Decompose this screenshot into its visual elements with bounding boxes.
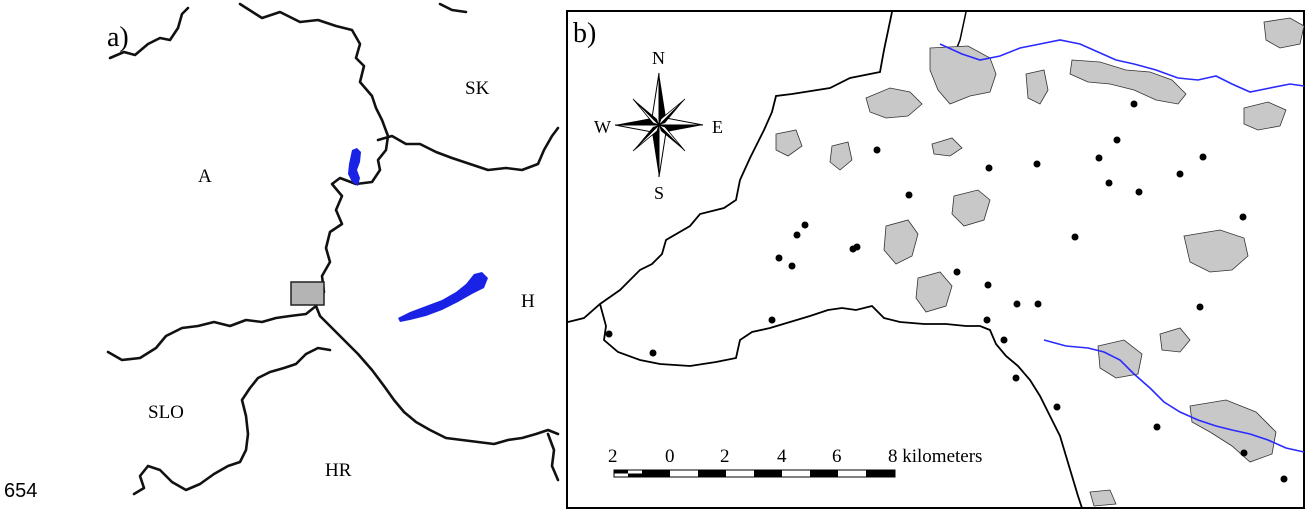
panel-a-label: a) — [107, 22, 129, 53]
river-south — [1043, 339, 1305, 453]
compass-label-w: W — [594, 117, 611, 137]
settlement — [931, 137, 963, 157]
sample-point — [1240, 449, 1248, 457]
sample-point — [1239, 213, 1247, 221]
panel-a-map: a) SK A H SLO HR — [106, 2, 560, 496]
sample-point — [873, 146, 881, 154]
country-label-a: A — [198, 166, 212, 187]
rivers — [939, 39, 1305, 453]
border-top-ridge — [238, 2, 560, 446]
sampling-points — [605, 100, 1288, 483]
lake-balaton — [398, 272, 488, 322]
settlement — [829, 141, 853, 171]
sample-point — [1033, 160, 1041, 168]
country-label-sk: SK — [465, 78, 490, 99]
scale-bar — [613, 469, 896, 478]
settlement — [1097, 339, 1143, 379]
country-label-slo: SLO — [148, 402, 184, 423]
study-area-inset — [290, 281, 325, 306]
sample-point — [905, 191, 913, 199]
sample-point — [801, 221, 809, 229]
settlement — [1159, 327, 1191, 353]
border-h-north-top — [438, 2, 468, 14]
compass-label-s: S — [654, 183, 664, 203]
border-hr-east — [546, 432, 560, 482]
sample-point — [1153, 423, 1161, 431]
sample-point — [1135, 188, 1143, 196]
settlement — [951, 189, 991, 227]
sample-point — [1130, 100, 1138, 108]
settlement — [1263, 17, 1305, 49]
sample-point — [1012, 374, 1020, 382]
compass-rose — [614, 72, 704, 178]
settlement — [1243, 101, 1287, 131]
sample-point — [985, 164, 993, 172]
sample-point — [1105, 179, 1113, 187]
settlements — [775, 17, 1305, 507]
sample-point — [1280, 475, 1288, 483]
country-label-hr: HR — [325, 460, 352, 481]
border-line-b — [567, 11, 893, 323]
border-line-b-south — [599, 303, 1083, 509]
sample-point — [1095, 154, 1103, 162]
panel-b-frame — [566, 10, 1305, 509]
river-north — [939, 39, 1305, 93]
sample-point — [1053, 403, 1061, 411]
sample-point — [1013, 300, 1021, 308]
compass-label-e: E — [712, 117, 723, 137]
sample-point — [788, 262, 796, 270]
sample-point — [1071, 233, 1079, 241]
scale-tick-label: 8 kilometers — [888, 446, 982, 467]
settlement — [1089, 489, 1117, 507]
sample-point — [1034, 300, 1042, 308]
settlement — [883, 219, 919, 265]
compass-label-n: N — [652, 48, 665, 68]
settlement — [1183, 229, 1249, 273]
sample-point — [984, 281, 992, 289]
sample-point — [1176, 170, 1184, 178]
scale-tick-label: 4 — [777, 446, 787, 467]
sample-point — [1000, 336, 1008, 344]
sample-point — [1196, 303, 1204, 311]
lake-neusiedl — [348, 148, 361, 186]
sample-point — [853, 243, 861, 251]
sample-point — [983, 316, 991, 324]
sample-point — [793, 231, 801, 239]
scale-tick-label: 2 — [608, 446, 618, 467]
scale-tick-label: 6 — [832, 446, 842, 467]
border-slo-hr — [132, 346, 332, 496]
sample-point — [1199, 153, 1207, 161]
border-a-sk-north — [108, 6, 190, 60]
panel-b-map: N S E W b) 2 0 2 4 6 8 kilometers — [566, 10, 1305, 509]
sample-point — [953, 268, 961, 276]
panel-b-label: b) — [573, 18, 596, 49]
scale-tick-label: 2 — [720, 446, 730, 467]
border-a-slo — [106, 304, 318, 362]
border-sk-h — [376, 126, 560, 172]
settlement — [1069, 59, 1187, 105]
settlement — [865, 87, 923, 119]
scale-tick-label: 0 — [665, 446, 675, 467]
sample-point — [649, 349, 657, 357]
sample-point — [605, 330, 613, 338]
country-label-h: H — [521, 291, 535, 312]
sample-point — [775, 254, 783, 262]
settlement — [775, 129, 803, 157]
sample-point — [768, 316, 776, 324]
settlement — [915, 271, 953, 313]
sample-point — [1113, 136, 1121, 144]
line-number: 654 — [4, 480, 38, 502]
settlement — [1025, 69, 1049, 105]
